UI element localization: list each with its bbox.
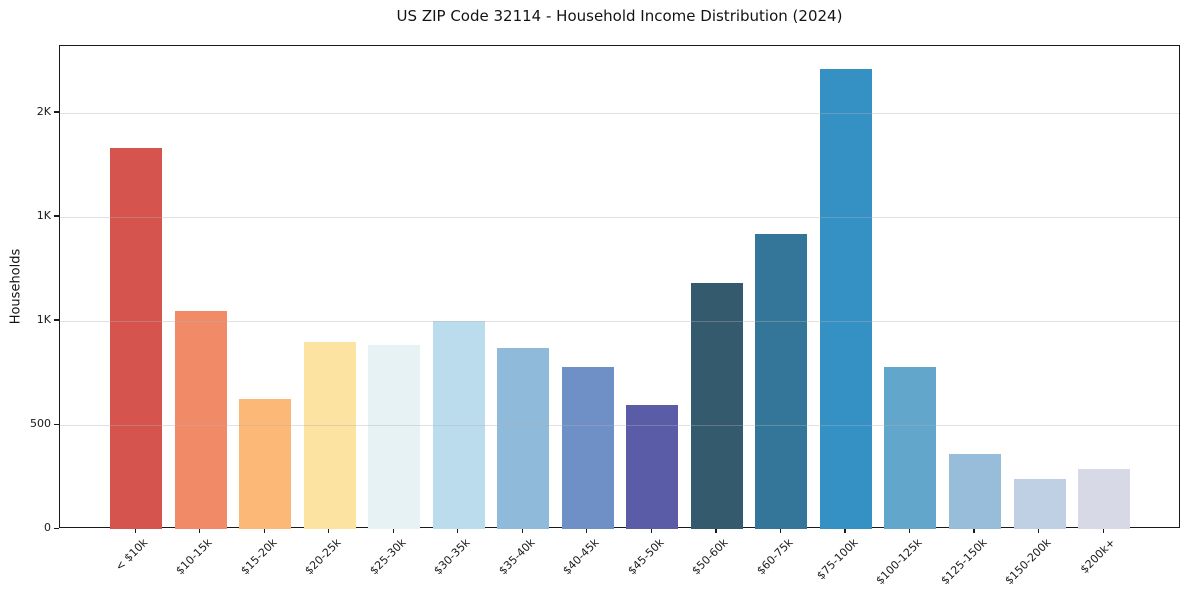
- bar-150-200k: [1013, 479, 1066, 529]
- bar-125-150k: [948, 454, 1001, 529]
- bar-15-20k: [239, 398, 292, 529]
- bar-40-45k: [561, 366, 614, 529]
- bar-60-75k: [755, 233, 808, 529]
- y-tick-label: 500: [30, 417, 51, 430]
- x-tick-mark: [844, 528, 846, 533]
- x-tick-label: $10-15k: [173, 536, 215, 578]
- y-tick-mark: [54, 527, 59, 529]
- gridline: [60, 320, 1179, 322]
- bar-30-35k: [432, 320, 485, 529]
- x-tick-mark: [457, 528, 459, 533]
- gridline: [60, 216, 1179, 218]
- x-tick-label: $60-75k: [754, 536, 796, 578]
- bar-20-25k: [303, 341, 356, 529]
- plot-area: [59, 45, 1180, 529]
- y-tick-label: 2K: [36, 104, 51, 118]
- x-tick-mark: [1102, 528, 1104, 533]
- x-tick-mark: [908, 528, 911, 533]
- x-tick-mark: [263, 528, 265, 533]
- x-tick-mark: [715, 528, 717, 533]
- y-tick-mark: [54, 319, 59, 321]
- bar-100-125k: [884, 366, 937, 529]
- bar-10k: [110, 148, 162, 529]
- x-tick-label: $75-100k: [813, 536, 861, 583]
- x-tick-label: $45-50k: [625, 536, 667, 578]
- x-tick-label: $40-45k: [560, 536, 602, 578]
- y-tick-label: 0: [44, 521, 51, 534]
- bar-25-30k: [368, 344, 421, 529]
- y-tick-mark: [54, 215, 59, 217]
- y-tick-label: 1K: [36, 312, 51, 326]
- x-tick-mark: [779, 528, 782, 533]
- x-tick-label: $100-125k: [873, 536, 925, 588]
- bar-50-60k: [690, 283, 743, 529]
- x-tick-label: $125-150k: [937, 536, 990, 588]
- x-tick-mark: [134, 528, 136, 533]
- chart-title: US ZIP Code 32114 - Household Income Dis…: [396, 7, 843, 25]
- bar-200k: [1078, 468, 1130, 529]
- x-tick-mark: [586, 528, 588, 533]
- x-tick-mark: [392, 528, 394, 533]
- bar-10-15k: [174, 310, 227, 529]
- x-tick-label: $200k+: [1078, 536, 1119, 577]
- x-tick-label: $50-60k: [689, 536, 731, 578]
- x-tick-mark: [328, 528, 330, 533]
- gridline: [60, 112, 1179, 114]
- x-tick-label: $30-35k: [431, 536, 473, 578]
- y-tick-mark: [54, 423, 59, 425]
- x-tick-mark: [1038, 528, 1040, 533]
- x-tick-mark: [973, 528, 975, 533]
- x-tick-label: $150-200k: [1002, 536, 1054, 588]
- x-tick-mark: [650, 528, 653, 533]
- x-tick-label: $20-25k: [302, 536, 344, 578]
- x-tick-label: $15-20k: [238, 536, 280, 578]
- bar-45-50k: [626, 405, 679, 529]
- x-tick-label: $35-40k: [496, 536, 538, 578]
- x-tick-label: < $10k: [112, 536, 151, 574]
- x-tick-mark: [521, 528, 523, 533]
- bar-35-40k: [497, 348, 550, 529]
- gridline: [60, 425, 1179, 426]
- x-tick-label: $25-30k: [367, 536, 409, 578]
- y-tick-mark: [54, 111, 59, 113]
- x-tick-mark: [199, 528, 201, 533]
- bar-75-100k: [819, 69, 872, 529]
- y-tick-label: 1K: [36, 208, 51, 222]
